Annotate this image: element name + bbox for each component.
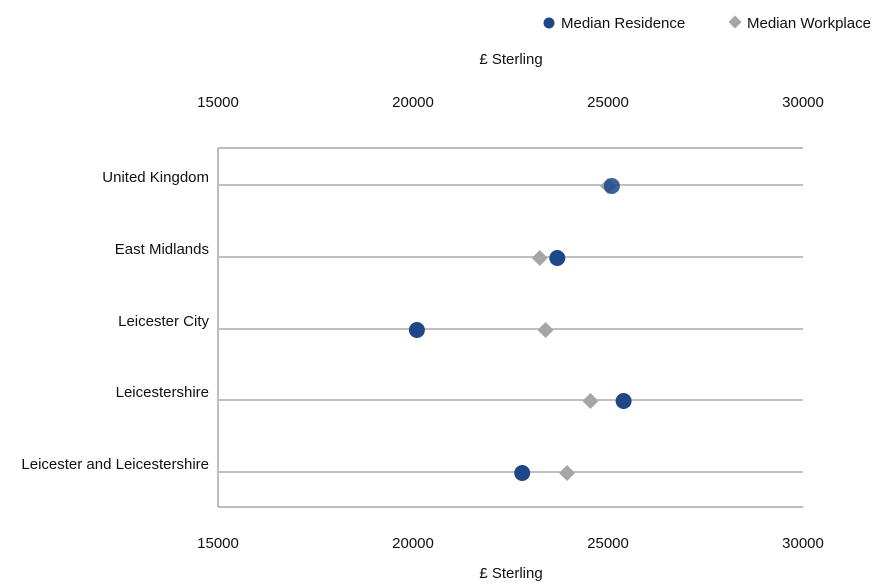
tick-label-bottom: 20000 bbox=[392, 535, 434, 552]
point-median-workplace bbox=[531, 250, 548, 266]
point-median-residence bbox=[603, 178, 620, 194]
category-label: United Kingdom bbox=[102, 169, 209, 186]
point-median-residence bbox=[514, 465, 531, 481]
tick-label-top: 25000 bbox=[587, 94, 629, 111]
tick-label-bottom: 15000 bbox=[197, 535, 239, 552]
tick-label-bottom: 25000 bbox=[587, 535, 629, 552]
point-median-workplace bbox=[537, 322, 554, 338]
point-median-workplace bbox=[559, 465, 576, 481]
legend: Median Residence Median Workplace bbox=[543, 15, 871, 32]
data-points bbox=[408, 178, 632, 481]
point-median-residence bbox=[549, 250, 566, 266]
tick-label-top: 20000 bbox=[392, 94, 434, 111]
x-axis-ticks-top: 15000 20000 25000 30000 bbox=[197, 94, 824, 111]
legend-marker-median-workplace bbox=[728, 15, 742, 29]
x-axis-title-bottom: £ Sterling bbox=[479, 565, 542, 582]
legend-label-median-residence: Median Residence bbox=[561, 15, 685, 32]
point-median-workplace bbox=[582, 393, 599, 409]
point-median-residence bbox=[615, 393, 632, 409]
point-median-residence bbox=[408, 322, 425, 338]
tick-label-bottom: 30000 bbox=[782, 535, 824, 552]
tick-label-top: 30000 bbox=[782, 94, 824, 111]
category-label: East Midlands bbox=[115, 241, 209, 258]
category-label: Leicestershire bbox=[116, 384, 209, 401]
category-label: Leicester and Leicestershire bbox=[21, 456, 209, 473]
category-rows: United Kingdom East Midlands Leicester C… bbox=[21, 169, 803, 473]
x-axis-ticks-bottom: 15000 20000 25000 30000 bbox=[197, 535, 824, 552]
legend-marker-median-residence bbox=[543, 17, 555, 29]
category-label: Leicester City bbox=[118, 313, 209, 330]
legend-label-median-workplace: Median Workplace bbox=[747, 15, 871, 32]
plot-frame bbox=[217, 147, 803, 508]
x-axis-title-top: £ Sterling bbox=[479, 51, 542, 68]
tick-label-top: 15000 bbox=[197, 94, 239, 111]
